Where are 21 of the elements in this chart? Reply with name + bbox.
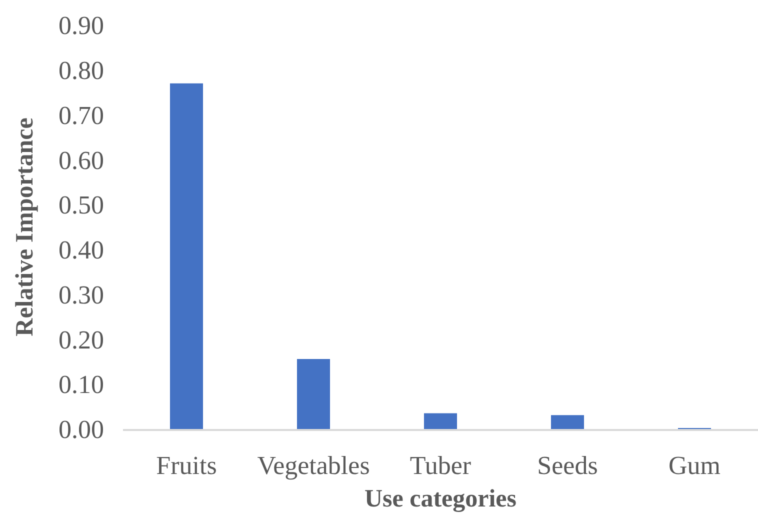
x-tick-label: Tuber bbox=[410, 450, 472, 480]
y-tick-label: 0.20 bbox=[58, 325, 104, 354]
y-tick-label: 0.60 bbox=[58, 146, 104, 175]
y-tick-label: 0.90 bbox=[58, 11, 104, 40]
y-tick-label: 0.30 bbox=[58, 280, 104, 310]
x-tick-label: Seeds bbox=[537, 450, 598, 480]
x-tick-label: Vegetables bbox=[257, 450, 370, 480]
y-tick-label: 0.70 bbox=[58, 100, 104, 130]
x-tick-label: Fruits bbox=[156, 450, 217, 480]
bar bbox=[550, 415, 584, 429]
y-tick-label: 0.50 bbox=[58, 190, 104, 220]
y-tick-label: 0.80 bbox=[58, 56, 104, 85]
bar bbox=[296, 358, 330, 429]
x-axis-title: Use categories bbox=[364, 485, 517, 512]
y-axis-title: Relative Importance bbox=[11, 118, 38, 336]
y-tick-label: 0.00 bbox=[58, 415, 104, 444]
bar bbox=[424, 413, 458, 429]
y-tick-label: 0.10 bbox=[58, 370, 104, 400]
bar bbox=[170, 83, 204, 429]
y-tick-label: 0.40 bbox=[58, 236, 104, 265]
x-tick-label: Gum bbox=[668, 450, 720, 480]
